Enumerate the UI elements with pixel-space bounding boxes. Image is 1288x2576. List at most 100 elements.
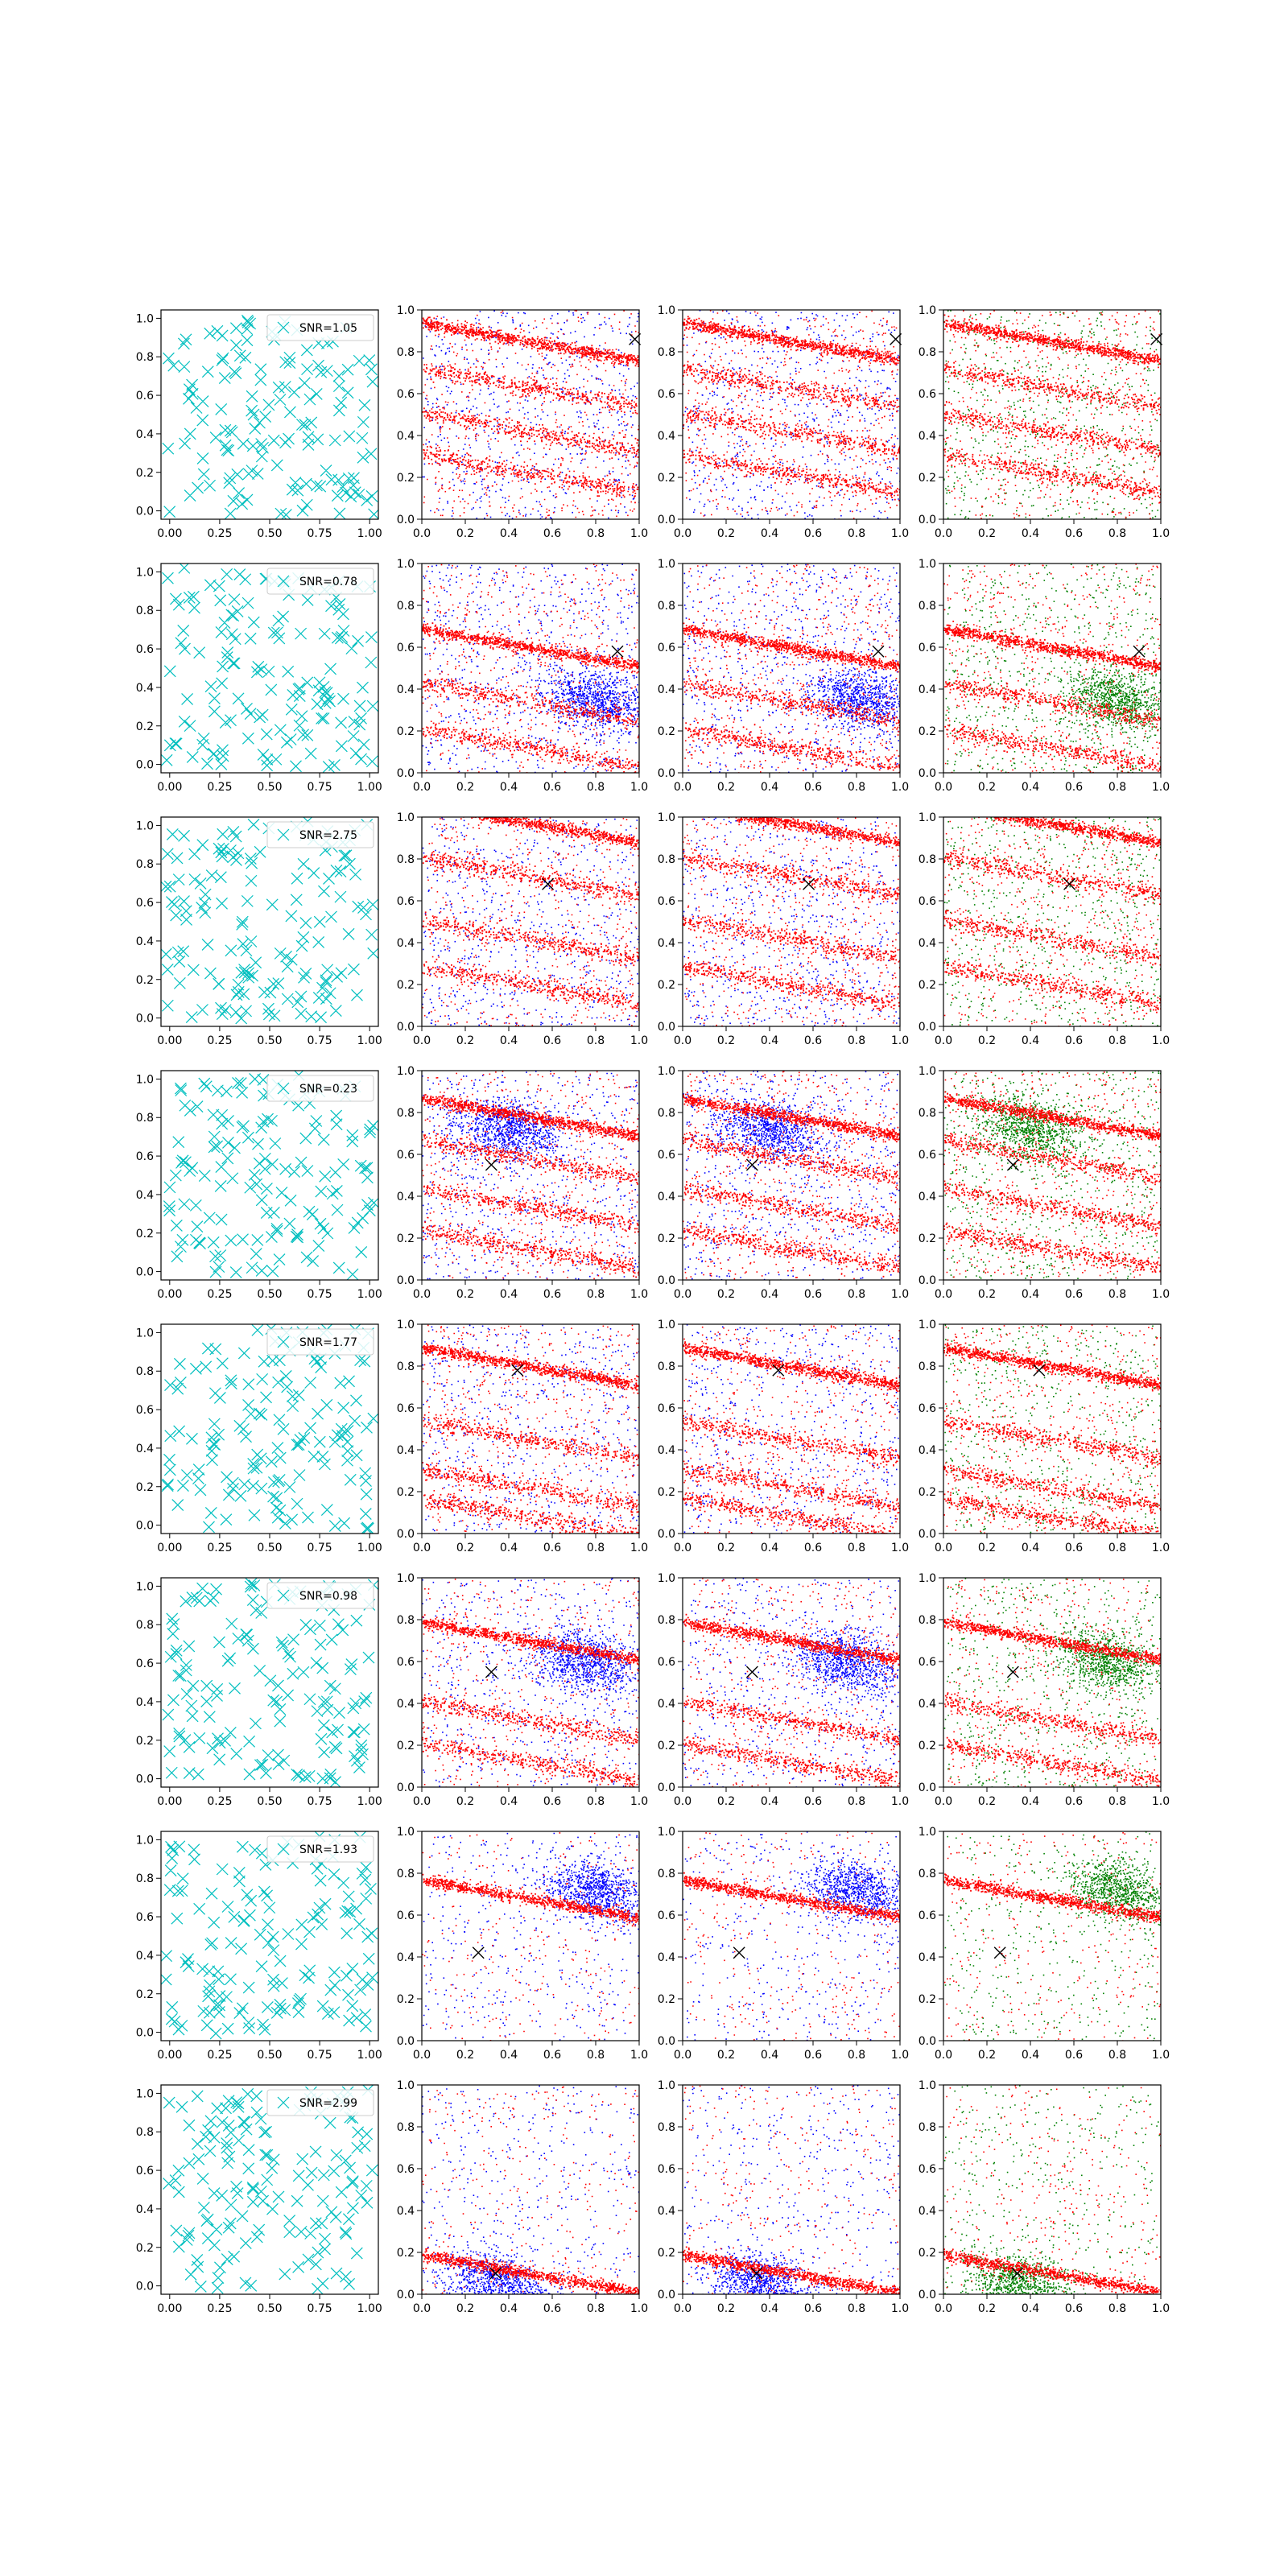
x-tick-label: 0.6 bbox=[543, 2049, 561, 2062]
x-tick-label: 0.4 bbox=[761, 1795, 778, 1808]
x-tick-label: 0.8 bbox=[848, 2049, 865, 2062]
x-tick-label: 0.25 bbox=[207, 781, 232, 794]
x-tick-label: 0.0 bbox=[413, 781, 431, 794]
x-tick-label: 0.2 bbox=[717, 1034, 735, 1047]
y-tick-label: 0.8 bbox=[136, 351, 154, 364]
x-tick-label: 0.8 bbox=[1108, 2302, 1126, 2315]
x-tick-label: 0.2 bbox=[456, 1542, 474, 1554]
x-tick-label: 0.8 bbox=[848, 2302, 865, 2315]
x-tick-label: 0.8 bbox=[1108, 781, 1126, 794]
y-tick-label: 0.8 bbox=[658, 600, 675, 613]
y-tick-label: 1.0 bbox=[397, 1826, 415, 1839]
x-tick-label: 0.2 bbox=[456, 1034, 474, 1047]
x-tick-label: 0.75 bbox=[308, 1795, 332, 1808]
y-tick-label: 1.0 bbox=[658, 1065, 675, 1078]
x-tick-label: 0.4 bbox=[1022, 1542, 1039, 1554]
y-tick-label: 0.2 bbox=[658, 1232, 675, 1245]
x-tick-label: 0.2 bbox=[717, 2302, 735, 2315]
y-tick-label: 0.0 bbox=[397, 2289, 415, 2301]
y-tick-label: 1.0 bbox=[136, 819, 154, 832]
x-tick-label: 1.0 bbox=[1152, 1288, 1170, 1301]
x-tick-label: 0.0 bbox=[413, 1795, 431, 1808]
x-tick-label: 0.8 bbox=[587, 2302, 605, 2315]
y-tick-label: 0.2 bbox=[919, 979, 936, 992]
x-tick-label: 1.00 bbox=[357, 2049, 382, 2062]
y-tick-label: 0.8 bbox=[658, 1107, 675, 1120]
x-tick-label: 0.8 bbox=[1108, 1795, 1126, 1808]
y-tick-label: 0.6 bbox=[136, 2165, 154, 2178]
y-tick-label: 0.0 bbox=[136, 1013, 154, 1026]
y-tick-label: 0.4 bbox=[658, 2205, 675, 2218]
x-tick-label: 0.0 bbox=[935, 1288, 952, 1301]
y-tick-label: 0.4 bbox=[397, 1444, 415, 1457]
x-tick-label: 1.0 bbox=[630, 2049, 648, 2062]
x-tick-label: 0.6 bbox=[1065, 781, 1083, 794]
y-tick-label: 1.0 bbox=[658, 2079, 675, 2092]
x-tick-label: 0.75 bbox=[308, 2049, 332, 2062]
x-tick-label: 0.4 bbox=[1022, 1795, 1039, 1808]
x-tick-label: 0.0 bbox=[935, 1542, 952, 1554]
y-tick-label: 0.0 bbox=[658, 1781, 675, 1794]
y-tick-label: 0.6 bbox=[919, 642, 936, 654]
x-tick-label: 1.00 bbox=[357, 527, 382, 540]
x-tick-label: 0.0 bbox=[935, 781, 952, 794]
x-tick-label: 0.25 bbox=[207, 1542, 232, 1554]
x-tick-label: 1.00 bbox=[357, 1795, 382, 1808]
x-tick-label: 0.2 bbox=[456, 2302, 474, 2315]
y-tick-label: 0.4 bbox=[919, 1444, 936, 1457]
legend-label: SNR=0.98 bbox=[299, 1590, 357, 1603]
y-tick-label: 0.4 bbox=[397, 1698, 415, 1711]
x-tick-label: 0.4 bbox=[500, 1542, 518, 1554]
y-tick-label: 0.8 bbox=[658, 1868, 675, 1880]
x-tick-label: 0.2 bbox=[978, 1034, 996, 1047]
x-tick-label: 0.0 bbox=[674, 1034, 691, 1047]
y-tick-label: 0.4 bbox=[136, 2203, 154, 2216]
x-tick-label: 0.8 bbox=[1108, 2049, 1126, 2062]
y-tick-label: 1.0 bbox=[397, 1572, 415, 1585]
y-tick-label: 0.6 bbox=[919, 1402, 936, 1415]
y-tick-label: 0.2 bbox=[397, 1486, 415, 1499]
y-tick-label: 1.0 bbox=[919, 1319, 936, 1331]
y-tick-label: 0.6 bbox=[658, 1909, 675, 1922]
y-tick-label: 0.8 bbox=[397, 1868, 415, 1880]
x-tick-label: 0.00 bbox=[157, 1795, 182, 1808]
y-tick-label: 0.2 bbox=[136, 1228, 154, 1241]
x-tick-label: 0.6 bbox=[804, 2049, 822, 2062]
x-tick-label: 0.2 bbox=[456, 1795, 474, 1808]
y-tick-label: 0.8 bbox=[919, 2121, 936, 2134]
y-tick-label: 0.4 bbox=[919, 683, 936, 696]
y-tick-label: 0.2 bbox=[919, 1993, 936, 2006]
y-tick-label: 0.2 bbox=[658, 1740, 675, 1752]
y-tick-label: 0.2 bbox=[136, 1735, 154, 1748]
y-tick-label: 0.0 bbox=[658, 514, 675, 526]
y-tick-label: 0.8 bbox=[397, 2121, 415, 2134]
x-tick-label: 0.25 bbox=[207, 1795, 232, 1808]
y-tick-label: 0.6 bbox=[136, 643, 154, 656]
x-tick-label: 0.6 bbox=[1065, 527, 1083, 540]
x-tick-label: 0.4 bbox=[500, 2049, 518, 2062]
y-tick-label: 0.8 bbox=[397, 600, 415, 613]
x-tick-label: 0.6 bbox=[543, 1288, 561, 1301]
x-tick-label: 0.0 bbox=[674, 1542, 691, 1554]
y-tick-label: 0.8 bbox=[658, 1614, 675, 1627]
x-tick-label: 0.4 bbox=[761, 2049, 778, 2062]
y-tick-label: 0.2 bbox=[397, 725, 415, 738]
y-tick-label: 0.6 bbox=[136, 1404, 154, 1417]
y-tick-label: 1.0 bbox=[658, 1572, 675, 1585]
x-tick-label: 1.0 bbox=[891, 1795, 909, 1808]
y-tick-label: 1.0 bbox=[919, 558, 936, 571]
x-tick-label: 0.2 bbox=[978, 781, 996, 794]
y-tick-label: 0.0 bbox=[136, 2281, 154, 2293]
y-tick-label: 0.8 bbox=[397, 1614, 415, 1627]
x-tick-label: 0.0 bbox=[413, 1034, 431, 1047]
y-tick-label: 0.8 bbox=[919, 1614, 936, 1627]
x-tick-label: 0.0 bbox=[935, 527, 952, 540]
y-tick-label: 1.0 bbox=[136, 1834, 154, 1847]
x-tick-label: 0.2 bbox=[456, 1288, 474, 1301]
x-tick-label: 0.2 bbox=[456, 2049, 474, 2062]
y-tick-label: 0.4 bbox=[397, 1191, 415, 1203]
x-tick-label: 0.4 bbox=[761, 1288, 778, 1301]
x-tick-label: 0.6 bbox=[543, 1795, 561, 1808]
y-tick-label: 0.0 bbox=[919, 1274, 936, 1287]
x-tick-label: 0.4 bbox=[500, 1288, 518, 1301]
